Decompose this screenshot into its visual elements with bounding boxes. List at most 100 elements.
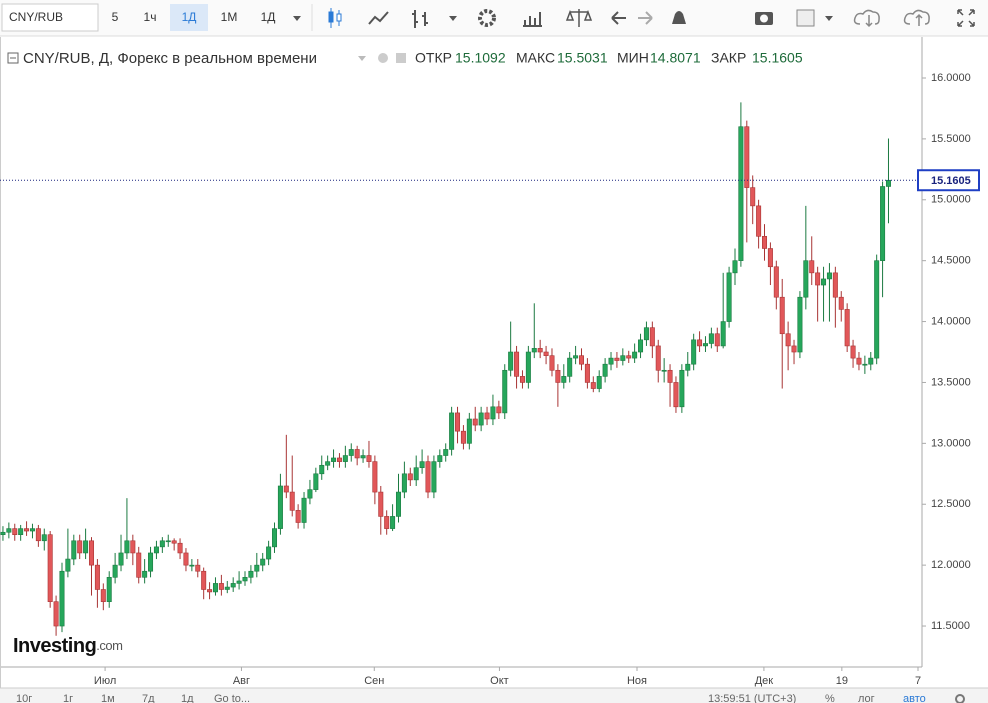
- candle-body: [71, 540, 77, 560]
- line-icon[interactable]: [368, 11, 389, 25]
- candle-body: [207, 589, 213, 593]
- candle-body: [880, 186, 886, 261]
- candle-body: [6, 528, 12, 533]
- fullscreen-icon[interactable]: [957, 9, 975, 27]
- high-label: МАКС: [516, 50, 555, 66]
- interval-button[interactable]: 1М: [221, 10, 238, 24]
- candle-body: [455, 412, 461, 432]
- candle-body: [189, 564, 195, 567]
- candle-body: [478, 412, 484, 426]
- candle-body: [390, 516, 396, 529]
- candle-body: [77, 540, 83, 554]
- undo-icon[interactable]: [611, 11, 626, 25]
- candle-body: [360, 455, 366, 459]
- candle-body: [738, 126, 744, 261]
- candle-body: [708, 333, 714, 344]
- range-button[interactable]: 1д: [181, 693, 194, 703]
- visibility-icon[interactable]: [378, 53, 388, 63]
- candle-body: [531, 348, 537, 353]
- candle-body: [567, 357, 573, 377]
- alert-icon[interactable]: [672, 11, 686, 24]
- candle-body: [667, 369, 673, 383]
- dropdown-caret[interactable]: [449, 16, 457, 21]
- candle-body: [342, 455, 348, 462]
- candle-body: [514, 351, 520, 377]
- footer-settings-icon[interactable]: [955, 694, 965, 703]
- y-tick-label: 14.0000: [931, 315, 971, 327]
- range-button[interactable]: 7д: [142, 693, 155, 703]
- candle-body: [578, 355, 584, 365]
- load-icon[interactable]: [853, 9, 880, 28]
- candle-body: [561, 376, 567, 383]
- y-tick-label: 13.0000: [931, 437, 971, 449]
- indicators-icon[interactable]: [523, 12, 542, 27]
- interval-button[interactable]: 5: [112, 10, 119, 24]
- range-button[interactable]: 1м: [101, 693, 115, 703]
- candle-body: [838, 296, 844, 310]
- candle-body: [425, 461, 431, 493]
- candle-body: [395, 491, 401, 517]
- candle-icon[interactable]: [328, 8, 342, 28]
- save-icon[interactable]: [903, 9, 930, 26]
- candle-body: [472, 418, 478, 426]
- candle-body: [443, 449, 449, 456]
- x-tick-label: Ноя: [627, 675, 647, 687]
- candle-body: [366, 455, 372, 462]
- candle-body: [685, 363, 691, 371]
- range-button[interactable]: 1г: [63, 693, 73, 703]
- candle-body: [555, 369, 561, 383]
- candle-body: [815, 272, 821, 286]
- candle-body: [602, 363, 608, 377]
- candle-body: [65, 558, 71, 572]
- goto-button[interactable]: Go to...: [214, 693, 250, 703]
- candle-body: [785, 333, 791, 347]
- auto-toggle[interactable]: авто: [903, 693, 926, 703]
- redo-icon[interactable]: [638, 11, 653, 25]
- candle-body: [407, 473, 413, 481]
- candle-body: [726, 272, 732, 322]
- camera-lens: [760, 14, 768, 23]
- candle-body: [874, 260, 880, 359]
- candle-body: [254, 564, 260, 572]
- bars-icon[interactable]: [412, 10, 428, 28]
- candle-body: [519, 376, 525, 383]
- y-tick-label: 13.5000: [931, 376, 971, 388]
- candle-body: [283, 485, 289, 493]
- dropdown-caret[interactable]: [293, 16, 301, 21]
- log-toggle[interactable]: лог: [858, 693, 875, 703]
- candle-body: [791, 345, 797, 353]
- candle-body: [89, 540, 95, 566]
- candle-body: [596, 376, 602, 389]
- candle-body: [266, 546, 272, 560]
- candle-body: [431, 461, 437, 493]
- settings-icon[interactable]: [478, 9, 496, 27]
- candle-body: [537, 348, 543, 353]
- candle-body: [437, 455, 443, 462]
- logo: Investing.com: [13, 635, 122, 657]
- candle-body: [35, 528, 41, 542]
- color-box[interactable]: [796, 9, 815, 27]
- percent-toggle[interactable]: %: [825, 693, 835, 703]
- candle-body: [490, 406, 496, 420]
- candle-body: [626, 355, 632, 359]
- interval-button[interactable]: 1ч: [144, 10, 157, 24]
- candle-body: [584, 363, 590, 383]
- compare-icon[interactable]: [565, 9, 593, 27]
- last-price-box: [917, 169, 980, 192]
- candle-body: [673, 382, 679, 408]
- symbol-input[interactable]: [1, 3, 99, 32]
- logo-name: Investing: [13, 635, 96, 657]
- dropdown-caret[interactable]: [825, 16, 833, 21]
- legend-caret[interactable]: [358, 56, 366, 61]
- candle-body: [378, 491, 384, 517]
- candle-body: [153, 546, 159, 554]
- range-button[interactable]: 10г: [16, 693, 32, 703]
- interval-button[interactable]: 1Д: [261, 10, 276, 24]
- candle-body: [702, 343, 708, 347]
- settings-icon-small[interactable]: [396, 53, 406, 63]
- x-tick-label: Окт: [490, 675, 509, 687]
- interval-button[interactable]: 1Д: [182, 10, 197, 24]
- candle-body: [195, 564, 201, 572]
- candle-body: [821, 278, 827, 286]
- candle-body: [638, 339, 644, 353]
